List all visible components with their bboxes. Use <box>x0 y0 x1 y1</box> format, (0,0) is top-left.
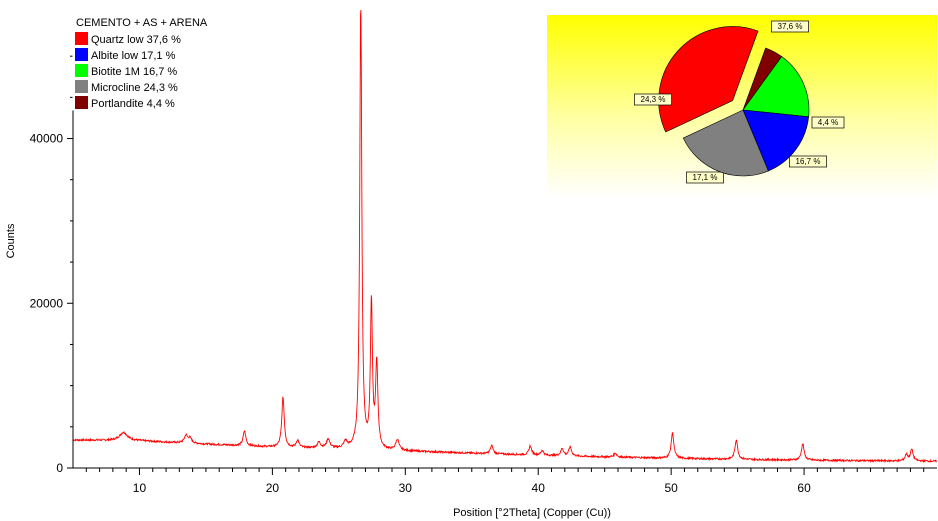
legend-entry-label: Quartz low 37,6 % <box>91 34 181 46</box>
legend-entry-label: Albite low 17,1 % <box>91 50 176 62</box>
pie-chart: 37,6 % 4,4 % 16,7 % 17,1 % 24,3 % <box>634 20 845 184</box>
legend: CEMENTO + AS + ARENA Quartz low 37,6 % Al… <box>72 14 250 111</box>
x-ticks: 10 20 30 40 50 60 <box>85 468 925 495</box>
pie-slice <box>742 109 809 172</box>
pie-slice <box>658 26 759 133</box>
legend-entry-label: Portlandite 4,4 % <box>91 98 175 110</box>
legend-entry-label: Microcline 24,3 % <box>91 82 178 94</box>
x-tick-label: 30 <box>399 481 413 495</box>
pie-slice-label: 24,3 % <box>641 95 666 104</box>
x-tick-label: 40 <box>532 481 546 495</box>
x-axis-label: Position [°2Theta] (Copper (Cu)) <box>453 507 611 519</box>
xrd-series-line <box>72 9 937 464</box>
x-tick-label: 50 <box>664 481 678 495</box>
y-ticks: 0 20000 40000 <box>30 55 73 475</box>
legend-swatch <box>75 48 88 61</box>
pie-label-box <box>811 116 845 129</box>
y-axis-label: Counts <box>5 223 17 258</box>
pie-slice <box>682 109 769 177</box>
x-tick-label: 10 <box>133 481 147 495</box>
pie-slice-label: 4,4 % <box>818 118 838 127</box>
legend-box <box>72 14 250 111</box>
y-tick-label: 40000 <box>30 132 64 146</box>
pie-slice-label: 16,7 % <box>796 157 821 166</box>
legend-entry-label: Biotite 1M 16,7 % <box>91 66 177 78</box>
pie-slice-label: 37,6 % <box>778 22 803 31</box>
pie-label-box <box>686 171 724 184</box>
x-tick-label: 20 <box>266 481 280 495</box>
legend-entries: Quartz low 37,6 % Albite low 17,1 % Biotit… <box>75 32 181 110</box>
y-tick-label: 20000 <box>30 296 64 310</box>
legend-title: CEMENTO + AS + ARENA <box>76 17 208 29</box>
pie-label-box <box>771 20 809 33</box>
x-tick-label: 60 <box>797 481 811 495</box>
pie-label-box <box>789 155 827 168</box>
pie-label-box <box>634 93 672 106</box>
legend-swatch <box>75 80 88 93</box>
legend-swatch <box>75 64 88 77</box>
legend-swatch <box>75 32 88 45</box>
pie-slice-label: 17,1 % <box>693 173 718 182</box>
pie-slice <box>742 56 810 118</box>
y-tick-label: 0 <box>56 461 63 475</box>
legend-swatch <box>75 96 88 109</box>
